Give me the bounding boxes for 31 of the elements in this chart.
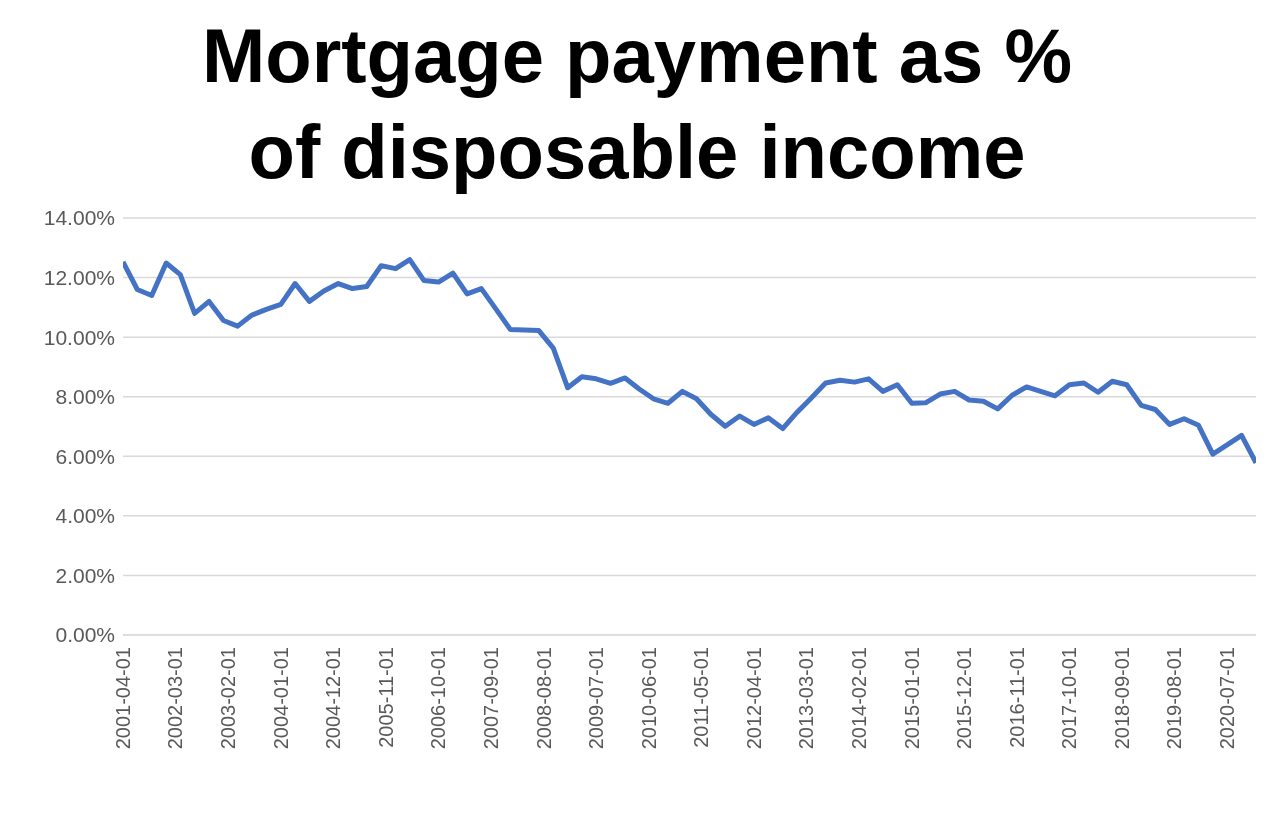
y-tick-label: 8.00% [55,385,115,409]
x-tick-label: 2004-12-01 [322,647,345,750]
y-tick-label: 6.00% [55,444,115,468]
y-tick-label: 4.00% [55,504,115,528]
x-tick-label: 2005-11-01 [375,647,398,748]
x-tick-label: 2009-07-01 [585,647,608,750]
x-tick-label: 2007-09-01 [480,647,503,750]
y-tick-label: 12.00% [43,266,115,290]
y-tick-label: 10.00% [43,325,115,349]
x-tick-label: 2013-03-01 [795,647,818,750]
chart-title: Mortgage payment as % of disposable income [201,12,1073,196]
x-tick-label: 2019-08-01 [1163,647,1186,750]
x-tick-label: 2006-10-01 [427,647,450,750]
x-tick-label: 2018-09-01 [1111,647,1134,750]
x-tick-label: 2008-08-01 [532,647,555,750]
x-tick-label: 2017-10-01 [1058,647,1081,750]
x-tick-label: 2014-02-01 [848,647,871,750]
x-tick-label: 2004-01-01 [269,647,292,750]
y-tick-label: 0.00% [55,623,115,647]
y-tick-label: 2.00% [55,563,115,587]
x-tick-label: 2010-06-01 [637,647,660,750]
x-tick-label: 2002-03-01 [164,647,187,750]
x-tick-label: 2016-11-01 [1005,647,1028,748]
x-tick-label: 2011-05-01 [690,647,713,748]
x-tick-label: 2015-01-01 [900,647,923,750]
y-tick-label: 14.00% [43,206,115,230]
x-tick-label: 2001-04-01 [112,647,134,750]
x-tick-label: 2015-12-01 [953,647,976,750]
x-tick-label: 2020-07-01 [1216,647,1239,750]
x-tick-label: 2003-02-01 [217,647,240,750]
x-tick-label: 2012-04-01 [742,647,765,750]
